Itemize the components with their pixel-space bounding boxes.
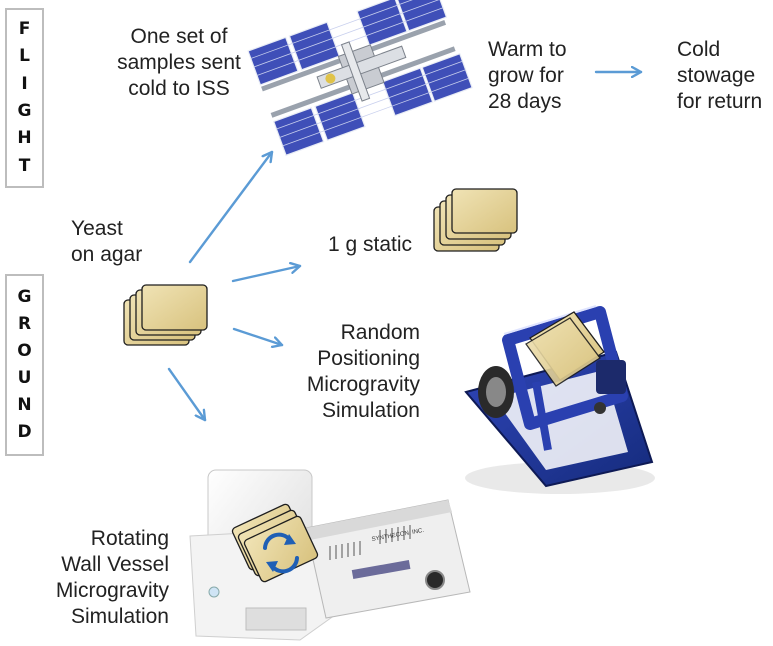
iss-station-image <box>247 0 473 157</box>
arrow-to-iss <box>188 150 274 264</box>
rwv-label: Rotating Wall Vessel Microgravity Simula… <box>55 527 169 628</box>
flight-letter: F <box>18 19 31 40</box>
arrow-to-rpm <box>232 327 284 345</box>
ground-letter: D <box>17 422 32 442</box>
flight-letter: T <box>18 155 31 176</box>
ground-letter: R <box>17 314 32 334</box>
arrows <box>167 72 643 422</box>
flight-samples-label: One set of samples sent cold to ISS <box>117 25 241 100</box>
arrow-to-rwv <box>167 367 207 422</box>
flight-letter: G <box>17 101 32 122</box>
cold-stowage-label: Cold stowage for return <box>677 38 763 113</box>
rpm-device-image <box>464 305 655 494</box>
rpm-label: Random Positioning Microgravity Simulati… <box>306 321 420 422</box>
yeast-plates-image <box>123 284 208 346</box>
static-label: 1 g static <box>328 233 413 256</box>
ground-letter: U <box>17 368 32 388</box>
ground-letter: O <box>17 341 32 361</box>
flight-letter: I <box>21 73 28 94</box>
static-plates-image <box>433 188 518 252</box>
rwv-device-image <box>189 469 471 641</box>
arrow-to-static <box>231 266 302 283</box>
ground-sidebar: G R O U N D <box>5 274 44 456</box>
warm-label: Warm to grow for 28 days <box>488 38 567 113</box>
flight-sidebar: F L I G H T <box>5 8 44 188</box>
yeast-label: Yeast on agar <box>71 217 143 266</box>
flight-letter: H <box>17 128 32 149</box>
flight-letter: L <box>19 46 30 67</box>
ground-letter: N <box>17 395 32 415</box>
ground-letter: G <box>17 287 32 307</box>
